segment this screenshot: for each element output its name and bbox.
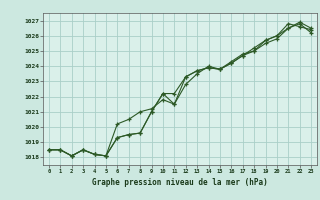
X-axis label: Graphe pression niveau de la mer (hPa): Graphe pression niveau de la mer (hPa) <box>92 178 268 187</box>
